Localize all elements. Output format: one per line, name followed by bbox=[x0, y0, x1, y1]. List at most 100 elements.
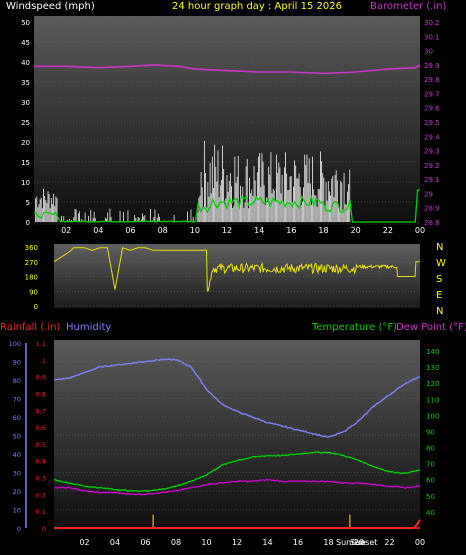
direction-tick-label: 0 bbox=[34, 303, 38, 311]
wind-tick-label: 35 bbox=[21, 79, 30, 87]
rainfall-tick-label: 0.1 bbox=[36, 508, 46, 516]
x-tick-label: 06 bbox=[125, 226, 135, 235]
compass-label: S bbox=[436, 274, 442, 285]
x-tick-label: 16 bbox=[286, 226, 296, 235]
barometer-tick-label: 28.9 bbox=[424, 205, 440, 213]
barometer-tick-label: 29.3 bbox=[424, 148, 440, 156]
windspeed-axis-label: Windspeed (mph) bbox=[6, 1, 95, 12]
humidity-tick-label: 60 bbox=[13, 414, 21, 422]
direction-tick-label: 270 bbox=[25, 259, 38, 267]
barometer-tick-label: 29.9 bbox=[424, 62, 440, 70]
x-tick-label: 18 bbox=[318, 226, 328, 235]
x-tick-label: 20 bbox=[354, 538, 364, 547]
windspeed-gust-series bbox=[35, 140, 351, 222]
rainfall-tick-label: 0 bbox=[42, 525, 46, 533]
x-tick-label: 16 bbox=[293, 538, 303, 547]
x-tick-label: 06 bbox=[140, 538, 150, 547]
humidity-axis-label: Humidity bbox=[66, 322, 111, 333]
humidity-tick-label: 90 bbox=[13, 359, 21, 367]
barometer-tick-label: 29.1 bbox=[424, 176, 440, 184]
wind-tick-label: 45 bbox=[21, 39, 30, 47]
temperature-tick-label: 90 bbox=[426, 428, 435, 436]
graph-title: 24 hour graph day : April 15 2026 bbox=[172, 1, 342, 12]
rainfall-tick-label: 0.6 bbox=[36, 424, 46, 432]
wind-tick-label: 10 bbox=[21, 179, 30, 187]
x-tick-label: 04 bbox=[110, 538, 120, 547]
rainfall-tick-label: 0.2 bbox=[36, 491, 46, 499]
rainfall-axis-label: Rainfall (.in) bbox=[0, 322, 61, 333]
temperature-tick-label: 60 bbox=[426, 477, 435, 485]
barometer-tick-label: 29.6 bbox=[424, 105, 440, 113]
wind-average-line bbox=[33, 189, 420, 223]
barometer-tick-label: 29.7 bbox=[424, 90, 440, 98]
x-tick-label: 12 bbox=[232, 538, 242, 547]
barometer-tick-label: 28.8 bbox=[424, 219, 440, 227]
x-tick-label: 00 bbox=[415, 226, 425, 235]
compass-label: N bbox=[436, 242, 443, 253]
temperature-tick-label: 100 bbox=[426, 412, 439, 420]
dewpoint-axis-label: Dew Point (°F) bbox=[396, 322, 466, 333]
humidity-tick-label: 50 bbox=[13, 433, 21, 441]
barometer-tick-label: 30.1 bbox=[424, 33, 440, 41]
x-tick-label: 22 bbox=[383, 226, 393, 235]
humidity-tick-label: 70 bbox=[13, 396, 21, 404]
x-tick-label: 00 bbox=[415, 538, 425, 547]
temperature-tick-label: 50 bbox=[426, 493, 435, 501]
rainfall-tick-label: 0.7 bbox=[36, 407, 46, 415]
temperature-tick-label: 130 bbox=[426, 364, 439, 372]
temperature-tick-label: 120 bbox=[426, 380, 439, 388]
humidity-tick-label: 10 bbox=[13, 507, 21, 515]
x-tick-label: 22 bbox=[384, 538, 394, 547]
barometer-tick-label: 29.4 bbox=[424, 133, 440, 141]
wind-tick-label: 0 bbox=[26, 219, 30, 227]
rainfall-tick-label: 0.8 bbox=[36, 390, 46, 398]
temperature-tick-label: 80 bbox=[426, 445, 435, 453]
rainfall-tick-label: 1.1 bbox=[36, 340, 46, 348]
x-tick-label: 08 bbox=[158, 226, 168, 235]
temperature-line bbox=[53, 451, 421, 493]
x-tick-label: 12 bbox=[222, 226, 232, 235]
temperature-axis-label: Temperature (°F) bbox=[311, 322, 397, 333]
direction-plot-area bbox=[54, 244, 420, 308]
temperature-tick-label: 70 bbox=[426, 461, 435, 469]
barometer-tick-label: 29.8 bbox=[424, 76, 440, 84]
rainfall-tick-label: 0.9 bbox=[36, 374, 46, 382]
dewpoint-line bbox=[53, 478, 421, 496]
rainfall-tick-label: 0.3 bbox=[36, 475, 46, 483]
wind-tick-label: 40 bbox=[21, 59, 30, 67]
x-tick-label: 02 bbox=[79, 538, 89, 547]
barometer-tick-label: 30 bbox=[424, 48, 433, 56]
compass-label: W bbox=[436, 258, 446, 269]
x-tick-label: 14 bbox=[254, 226, 264, 235]
x-tick-label: 10 bbox=[190, 226, 200, 235]
barometer-tick-label: 29.2 bbox=[424, 162, 440, 170]
sunrise-label: Sunrise bbox=[336, 538, 366, 547]
barometer-tick-label: 29 bbox=[424, 190, 433, 198]
compass-label: N bbox=[436, 306, 443, 317]
rainfall-tick-label: 0.4 bbox=[36, 458, 46, 466]
x-tick-label: 18 bbox=[323, 538, 333, 547]
humidity-tick-label: 40 bbox=[13, 451, 21, 459]
humidity-line bbox=[53, 358, 421, 438]
wind-tick-label: 5 bbox=[26, 199, 30, 207]
humidity-tick-label: 100 bbox=[9, 340, 21, 348]
compass-label: E bbox=[436, 290, 442, 301]
wind-tick-label: 50 bbox=[21, 19, 30, 27]
wind-direction-line bbox=[53, 247, 420, 292]
x-tick-label: 04 bbox=[93, 226, 103, 235]
rainfall-tick-label: 1 bbox=[42, 357, 46, 365]
humidity-tick-label: 30 bbox=[13, 470, 21, 478]
wind-tick-label: 25 bbox=[21, 119, 30, 127]
barometer-axis-label: Barometer (.in) bbox=[370, 1, 446, 12]
direction-tick-label: 90 bbox=[29, 288, 38, 296]
barometer-tick-label: 30.2 bbox=[424, 19, 440, 27]
barometer-tick-label: 29.5 bbox=[424, 119, 440, 127]
x-tick-label: 20 bbox=[351, 226, 361, 235]
x-tick-label: 10 bbox=[201, 538, 211, 547]
x-tick-label: 14 bbox=[262, 538, 272, 547]
humidity-tick-label: 0 bbox=[17, 525, 21, 533]
temperature-tick-label: 110 bbox=[426, 396, 439, 404]
humidity-tick-label: 20 bbox=[13, 488, 21, 496]
direction-tick-label: 360 bbox=[25, 244, 38, 252]
